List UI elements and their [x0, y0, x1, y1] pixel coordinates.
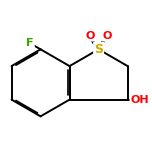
Text: O: O	[103, 31, 112, 41]
Text: O: O	[85, 31, 94, 41]
Text: F: F	[26, 38, 34, 48]
Text: OH: OH	[130, 95, 149, 105]
Text: S: S	[94, 43, 103, 56]
